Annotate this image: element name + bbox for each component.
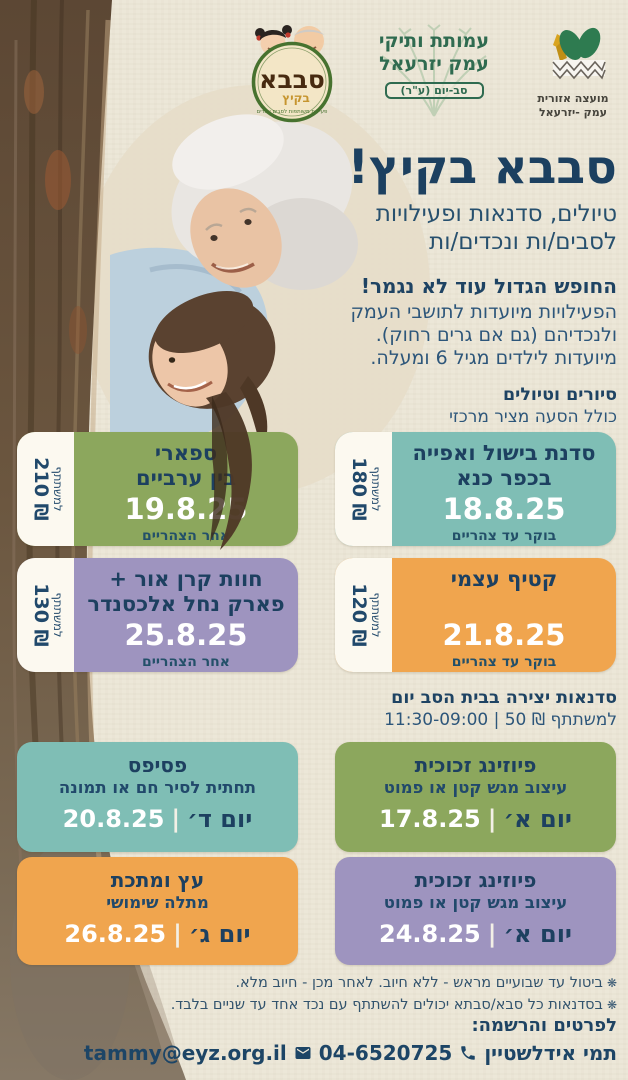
workshop-date: 26.8.25 — [64, 920, 167, 949]
price-value: 180 ₪ — [347, 457, 370, 521]
note-cancellation: ❋ביטול עד שבועיים מראש - ללא חיוב. לאחר … — [235, 975, 617, 991]
wheat-icon — [381, 24, 487, 117]
footnotes: ❋ביטול עד שבועיים מראש - ללא חיוב. לאחר … — [171, 972, 617, 1017]
workshop-card: פיוזינג זכוכית עיצוב מגש קטן או פמוט 24.… — [335, 857, 616, 965]
contact-name: תמי אידלשטיין — [484, 1041, 617, 1065]
hero-body-line1: הפעילויות מיועדות לתושבי העמק — [350, 300, 617, 323]
envelope-icon — [295, 1047, 311, 1059]
price-value: 120 ₪ — [347, 583, 370, 647]
price-per-label: למשתתף — [50, 466, 65, 512]
veterans-logo-line1: עמותת ותיקי — [378, 30, 490, 52]
regional-council-logo: מועצה אזורית עמק -יזרעאל — [521, 24, 625, 124]
workshop-day: יום א׳ — [503, 805, 573, 834]
tour-time: בוקר עד צהריים — [451, 654, 557, 670]
tour-card: למשתתף 120 ₪ קטיף עצמי 21.8.25 בוקר עד צ… — [335, 558, 616, 672]
contact-phone: 04-6520725 — [318, 1041, 453, 1065]
workshop-date: 20.8.25 — [62, 805, 165, 834]
veterans-logo-badge: סב-יום (ע"ר) — [384, 81, 484, 99]
workshop-title: עץ ומתכת — [110, 868, 205, 892]
tour-title-line2: פארק נחל אלכסנדר — [87, 591, 285, 616]
sababa-logo-season: בקיץ — [282, 91, 310, 105]
tour-card: למשתתף 210 ₪ ספארי בין ערביים 19.8.25 אחר… — [17, 432, 298, 546]
girl-hair-strand — [206, 392, 252, 550]
tour-card: למשתתף 130 ₪ חוות קרן אור + פארק נחל אלכס… — [17, 558, 298, 672]
sababa-logo: סבבא בקיץ פעילות משותפות לסבים ונכדים — [236, 18, 348, 124]
veterans-association-logo: עמותת ותיקי עמק יזרעאל סב-יום (ע"ר) — [360, 24, 508, 122]
price-per-label: למשתתף — [50, 592, 65, 638]
tour-title: ספארי — [154, 441, 218, 465]
tour-title: חוות קרן אור + — [109, 567, 263, 591]
tour-title: סדנת בישול ואפייה — [412, 441, 596, 465]
price-per-label: למשתתף — [368, 466, 383, 512]
hero-body-line2: ולנכדיהם (גם אם גרים רחוק). — [375, 323, 617, 346]
workshop-card: פסיפס תחתית לסיר חם או תמונה 20.8.25 | יום… — [17, 742, 298, 852]
hero-subtitle-line2: לסבים/ות ונכדים/ות — [429, 228, 617, 255]
workshop-subtitle: תחתית לסיר חם או תמונה — [58, 778, 257, 797]
price-tab: למשתתף 120 ₪ — [335, 558, 392, 672]
workshop-subtitle: עיצוב מגש קטן או פמוט — [383, 778, 568, 797]
price-value: 210 ₪ — [29, 457, 52, 521]
phone-icon — [461, 1046, 476, 1060]
flower-asterisk-icon: ❋ — [606, 998, 617, 1013]
council-logo-line2: עמק -יזרעאל — [538, 105, 608, 119]
workshop-card: פיוזינג זכוכית עיצוב מגש קטן או פמוט 17.… — [335, 742, 616, 852]
workshop-subtitle: עיצוב מגש קטן או פמוט — [383, 893, 568, 912]
page-title: סבבא בקיץ! — [347, 140, 617, 195]
workshop-title: פיוזינג זכוכית — [414, 868, 537, 892]
tour-date: 18.8.25 — [442, 492, 566, 526]
workshops-subheading: 11:30-09:00 | 50 ₪ למשתתף — [384, 710, 617, 730]
council-logo-line1: מועצה אזורית — [537, 92, 609, 105]
contact-email: tammy@eyz.org.il — [83, 1041, 287, 1065]
note-participation: ❋בסדנאות כל סבא/סבתא יכולים להשתתף עם נכ… — [170, 997, 617, 1014]
workshop-date: 17.8.25 — [379, 805, 481, 834]
tours-heading: סיורים וטיולים — [503, 385, 617, 405]
tour-time: אחר הצהריים — [142, 528, 230, 544]
workshop-title: פסיפס — [127, 753, 188, 777]
price-tab: למשתתף 180 ₪ — [335, 432, 392, 546]
tour-time: בוקר עד צהריים — [451, 528, 557, 544]
tour-date: 19.8.25 — [124, 492, 248, 526]
tour-title: קטיף עצמי — [450, 567, 558, 591]
workshop-day: יום ד׳ — [187, 805, 253, 834]
workshop-day: יום א׳ — [503, 920, 573, 949]
separator: | — [487, 805, 497, 834]
workshop-day: יום ג׳ — [188, 920, 251, 949]
hero-subtitle-line1: טיולים, סדנאות ופעילויות — [375, 200, 617, 227]
hero-body-line3: מיועדות לילדים מגיל 6 ומעלה. — [370, 346, 617, 369]
tour-card: למשתתף 180 ₪ סדנת בישול ואפייה בכפר כנא 1… — [335, 432, 616, 546]
contact-block: לפרטים והרשמה: tammy@eyz.org.il 04-65207… — [84, 1015, 617, 1065]
workshop-card: עץ ומתכת מתלה שימושי 26.8.25 | יום ג׳ — [17, 857, 298, 965]
workshop-date: 24.8.25 — [379, 920, 481, 949]
hero-block: סבבא בקיץ! טיולים, סדנאות ופעילויות לסבי… — [348, 142, 617, 370]
contact-heading: לפרטים והרשמה: — [471, 1015, 617, 1036]
hero-highlight: החופש הגדול עוד לא נגמר! — [360, 273, 617, 298]
workshops-section-header: סדנאות יצירה בבית הסב יום 11:30-09:00 | … — [384, 688, 617, 730]
separator: | — [171, 805, 181, 834]
price-value: 130 ₪ — [29, 583, 52, 647]
tours-section-header: סיורים וטיולים כולל הסעה מציר מרכזי — [449, 385, 617, 427]
workshop-title: פיוזינג זכוכית — [414, 753, 537, 777]
workshop-subtitle: מתלה שימושי — [106, 893, 209, 912]
price-per-label: למשתתף — [368, 592, 383, 638]
tours-subheading: כולל הסעה מציר מרכזי — [449, 407, 617, 427]
sababa-logo-name: סבבא — [259, 65, 325, 94]
price-tab: למשתתף 130 ₪ — [17, 558, 74, 672]
tour-date: 21.8.25 — [442, 618, 566, 652]
council-emblem-icon — [552, 27, 606, 80]
tour-time: אחר הצהריים — [142, 654, 230, 670]
tour-title-line2: בכפר כנא — [456, 465, 552, 490]
separator: | — [173, 920, 182, 949]
sababa-logo-tagline: פעילות משותפות לסבים ונכדים — [257, 109, 328, 115]
veterans-logo-line2: עמק יזרעאל — [379, 52, 489, 75]
separator: | — [487, 920, 497, 949]
workshops-heading: סדנאות יצירה בבית הסב יום — [391, 688, 617, 708]
tour-date: 25.8.25 — [124, 618, 248, 652]
price-tab: למשתתף 210 ₪ — [17, 432, 74, 546]
flower-asterisk-icon: ❋ — [606, 976, 617, 990]
